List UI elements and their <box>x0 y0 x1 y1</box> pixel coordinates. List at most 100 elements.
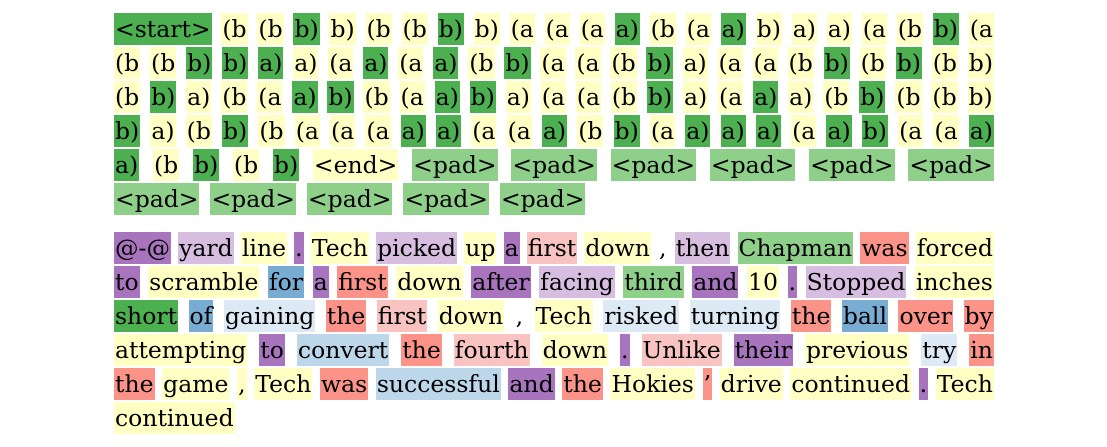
word-token: . <box>294 232 304 264</box>
bracket-token: b) <box>469 81 496 113</box>
bracket-token: b) <box>861 115 888 147</box>
word-token: continued <box>114 402 235 434</box>
bracket-token: <pad> <box>403 183 489 215</box>
bracket-token: a) <box>720 115 746 147</box>
word-token: down <box>437 300 505 332</box>
bracket-token: <pad> <box>610 149 697 181</box>
token-line: continued <box>114 402 994 436</box>
bracket-token: a) <box>968 115 994 147</box>
bracket-token: a) <box>434 81 460 113</box>
bracket-token: b) <box>823 47 850 79</box>
bracket-token: b) <box>473 13 500 45</box>
bracket-token: b) <box>646 81 674 113</box>
word-token: inches <box>914 266 994 298</box>
word-token: continued <box>790 368 911 400</box>
bracket-token: (a <box>898 115 924 147</box>
bracket-token: a) <box>292 81 318 113</box>
bracket-token: a) <box>541 115 568 147</box>
bracket-token: a) <box>435 115 462 147</box>
word-token: drive <box>719 368 783 400</box>
bracket-token: <pad> <box>114 183 200 215</box>
word-token: of <box>188 300 214 332</box>
word-token: attempting <box>114 334 248 366</box>
word-token: Tech <box>310 232 369 264</box>
bracket-token: a) <box>682 47 708 79</box>
bracket-token: a) <box>293 47 319 79</box>
token-line: to scramble for a first down after facing third a… <box>114 266 994 300</box>
bracket-token: (a <box>399 81 425 113</box>
word-token: 10 <box>747 266 779 298</box>
word-token: third <box>623 266 684 298</box>
bracket-token: b) <box>646 47 673 79</box>
word-token: after <box>471 266 531 298</box>
word-token: scramble <box>148 266 260 298</box>
bracket-token: b) <box>329 13 356 45</box>
word-token: . <box>787 266 797 298</box>
word-token: the <box>562 368 603 400</box>
word-token: over <box>898 300 954 332</box>
bracket-token: b) <box>967 81 994 113</box>
bracket-token: (b <box>258 115 285 147</box>
bracket-token: (b <box>185 115 212 147</box>
bracket-token: (a <box>471 115 497 147</box>
bracket-token: a) <box>683 81 709 113</box>
word-token: a <box>503 232 520 264</box>
word-token: risked <box>603 300 680 332</box>
bracket-token: <pad> <box>499 183 586 215</box>
bracket-token: b) <box>327 81 354 113</box>
token-line: the game, Tech was successful and the Hokies’ dr… <box>114 368 994 402</box>
bracket-token: <pad> <box>511 149 597 181</box>
bracket-token: b) <box>613 115 640 147</box>
bracket-token: a) <box>614 13 640 45</box>
bracket-token: (b <box>114 81 141 113</box>
word-token: , <box>658 232 668 264</box>
word-token: then <box>674 232 731 264</box>
word-token: Tech <box>534 300 593 332</box>
bracket-token: (a <box>540 81 566 113</box>
token-line: (b b) a) (b (a a) b) (b (a a) b) a) (a (a (b b) a) (a a) a)… <box>114 81 994 115</box>
bracket-token: (b <box>401 13 428 45</box>
bracket-token: (a <box>861 13 887 45</box>
bracket-token: (b <box>859 47 886 79</box>
bracket-token: a) <box>258 47 284 79</box>
bracket-token: <start> <box>114 13 212 45</box>
word-token: a <box>312 266 329 298</box>
bracket-token: (a <box>933 115 959 147</box>
bracket-token: (b <box>577 115 604 147</box>
bracket-token: (b <box>649 13 676 45</box>
bracket-token: b) <box>222 115 249 147</box>
word-token: yard <box>178 232 234 264</box>
bracket-token: b) <box>192 149 220 181</box>
token-line: <start> (b (b b) b) (b (b b) b) (a (a (a a) (b (a a) b) a… <box>114 13 994 47</box>
word-token: and <box>692 266 739 298</box>
bracket-token: <pad> <box>412 149 498 181</box>
bracket-token: (a <box>365 115 391 147</box>
word-token: first <box>526 232 578 264</box>
bracket-token: a) <box>755 115 781 147</box>
bracket-token: (a <box>328 47 354 79</box>
bracket-token: (b <box>365 13 392 45</box>
bracket-token: (a <box>575 47 601 79</box>
word-token: successful <box>375 368 501 400</box>
word-token: . <box>620 334 630 366</box>
bracket-token: (b <box>221 13 248 45</box>
bracket-token: (b <box>896 13 923 45</box>
word-token: by <box>963 300 994 332</box>
bracket-token: a) <box>685 115 711 147</box>
word-token: try <box>921 334 958 366</box>
word-token: down <box>584 232 651 264</box>
bracket-token: <pad> <box>210 183 296 215</box>
word-token: . <box>918 368 929 400</box>
bracket-token: (b <box>610 47 637 79</box>
word-sequence-panel: @-@ yard line. Tech picked up a first down, then C… <box>114 232 994 436</box>
bracket-token: b) <box>293 13 320 45</box>
bracket-token: b) <box>186 47 213 79</box>
word-token: for <box>267 266 305 298</box>
bracket-token: a) <box>826 13 852 45</box>
word-token: ball <box>841 300 888 332</box>
bracket-token: a) <box>505 81 531 113</box>
bracket-token: b) <box>932 13 959 45</box>
bracket-token: <end> <box>312 149 399 181</box>
bracket-sequence-panel: <start> (b (b b) b) (b (b b) b) (a (a (a a) (b (a a) b) a… <box>114 13 994 217</box>
bracket-token: b) <box>859 81 886 113</box>
